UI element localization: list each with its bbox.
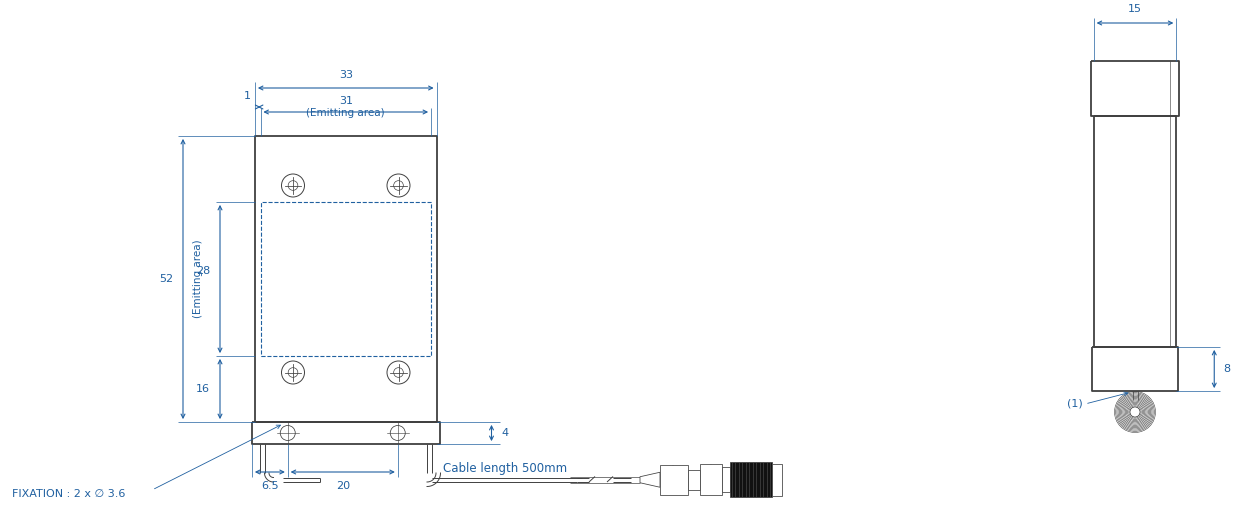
Bar	[772, 464, 782, 496]
Text: 33: 33	[339, 70, 353, 80]
Text: 4: 4	[502, 428, 509, 438]
Bar	[688, 470, 701, 490]
Text: (1): (1)	[1067, 399, 1083, 409]
Text: 52: 52	[159, 274, 173, 284]
Text: 28: 28	[195, 266, 210, 276]
Text: 31: 31	[339, 96, 353, 106]
Bar	[701, 464, 722, 495]
Polygon shape	[641, 472, 661, 487]
Text: 20: 20	[335, 481, 350, 491]
Text: Cable length 500mm: Cable length 500mm	[443, 462, 567, 475]
Bar	[260, 202, 432, 356]
Bar	[722, 467, 731, 492]
Bar	[661, 465, 688, 495]
Circle shape	[1130, 407, 1140, 417]
Text: 1: 1	[244, 91, 251, 101]
Text: 6.5: 6.5	[261, 481, 279, 491]
Text: 16: 16	[196, 384, 210, 394]
Text: FIXATION : 2 x ∅ 3.6: FIXATION : 2 x ∅ 3.6	[13, 489, 125, 499]
Text: 15: 15	[1128, 4, 1142, 14]
Text: (Emitting area): (Emitting area)	[193, 240, 203, 318]
Text: (Emitting area): (Emitting area)	[306, 108, 385, 118]
Bar	[731, 462, 772, 497]
Text: 8: 8	[1223, 364, 1231, 374]
